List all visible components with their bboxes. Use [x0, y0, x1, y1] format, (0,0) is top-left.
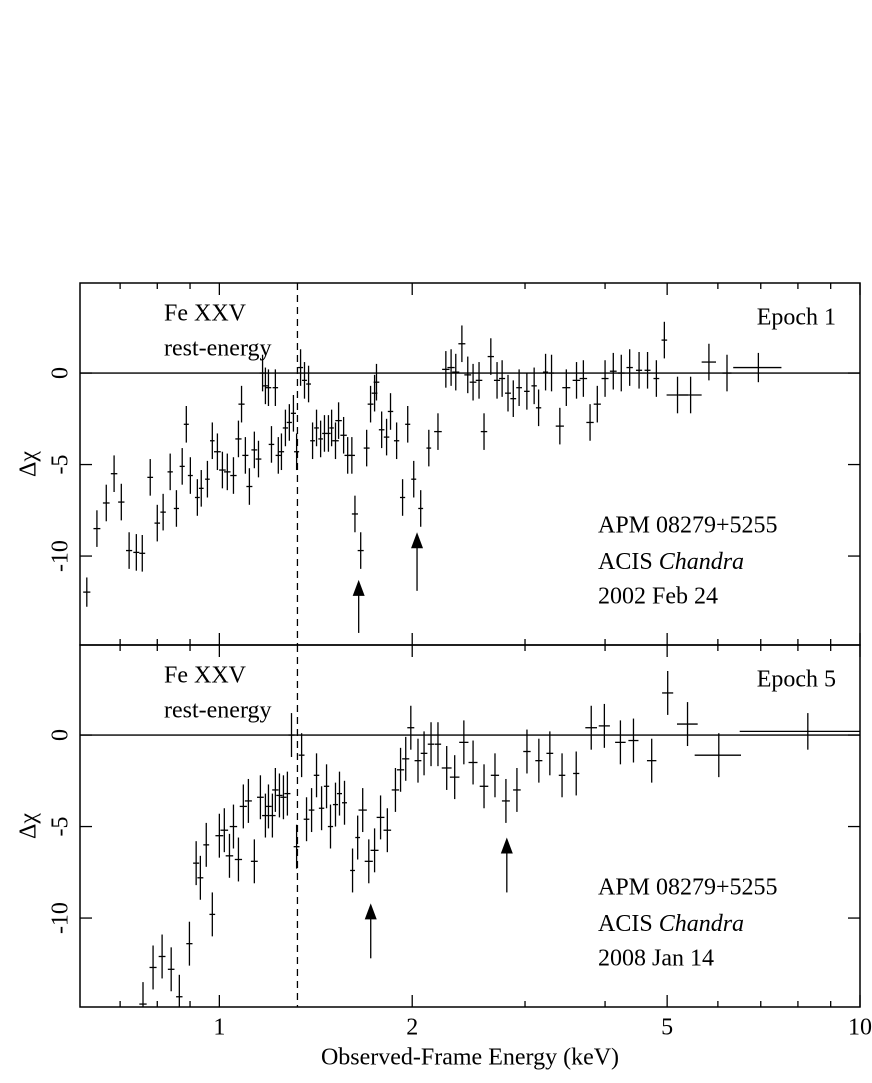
instrument-label: ACIS Chandra	[598, 549, 744, 575]
y-tick-label: -5	[48, 817, 74, 837]
object-label: APM 08279+5255	[598, 513, 778, 539]
arrow-head	[500, 837, 513, 854]
fe-label: Fe XXV	[164, 663, 247, 689]
y-tick-label: -5	[48, 455, 74, 475]
date-label: 2008 Jan 14	[598, 946, 714, 972]
x-tick-label: 1	[213, 1015, 225, 1041]
fe-label: rest-energy	[164, 336, 272, 362]
arrow-head	[352, 579, 365, 596]
x-tick-label: 10	[848, 1015, 872, 1041]
y-axis-label: Δχ	[16, 813, 42, 839]
x-tick-label: 2	[406, 1015, 418, 1041]
instrument: ACIS	[598, 549, 653, 575]
object-label: APM 08279+5255	[598, 875, 778, 901]
instrument-label: ACIS Chandra	[598, 911, 744, 937]
y-tick-label: 0	[48, 367, 74, 379]
y-tick-label: -10	[48, 902, 74, 934]
arrow-head	[364, 903, 377, 920]
data-points	[139, 670, 860, 1007]
instrument: ACIS	[598, 911, 653, 937]
y-tick-label: -10	[48, 540, 74, 572]
fe-label: rest-energy	[164, 698, 272, 724]
epoch-label: Epoch 5	[757, 667, 836, 693]
x-axis-label: Observed-Frame Energy (keV)	[321, 1045, 619, 1071]
date-label: 2002 Feb 24	[598, 584, 718, 610]
y-axis-label: Δχ	[16, 451, 42, 477]
arrow-head	[411, 532, 424, 549]
y-tick-label: 0	[48, 729, 74, 741]
x-tick-label: 5	[661, 1015, 673, 1041]
epoch-label: Epoch 1	[757, 305, 836, 331]
data-points	[83, 321, 782, 607]
fe-label: Fe XXV	[164, 301, 247, 327]
telescope: Chandra	[659, 549, 744, 575]
telescope: Chandra	[659, 911, 744, 937]
